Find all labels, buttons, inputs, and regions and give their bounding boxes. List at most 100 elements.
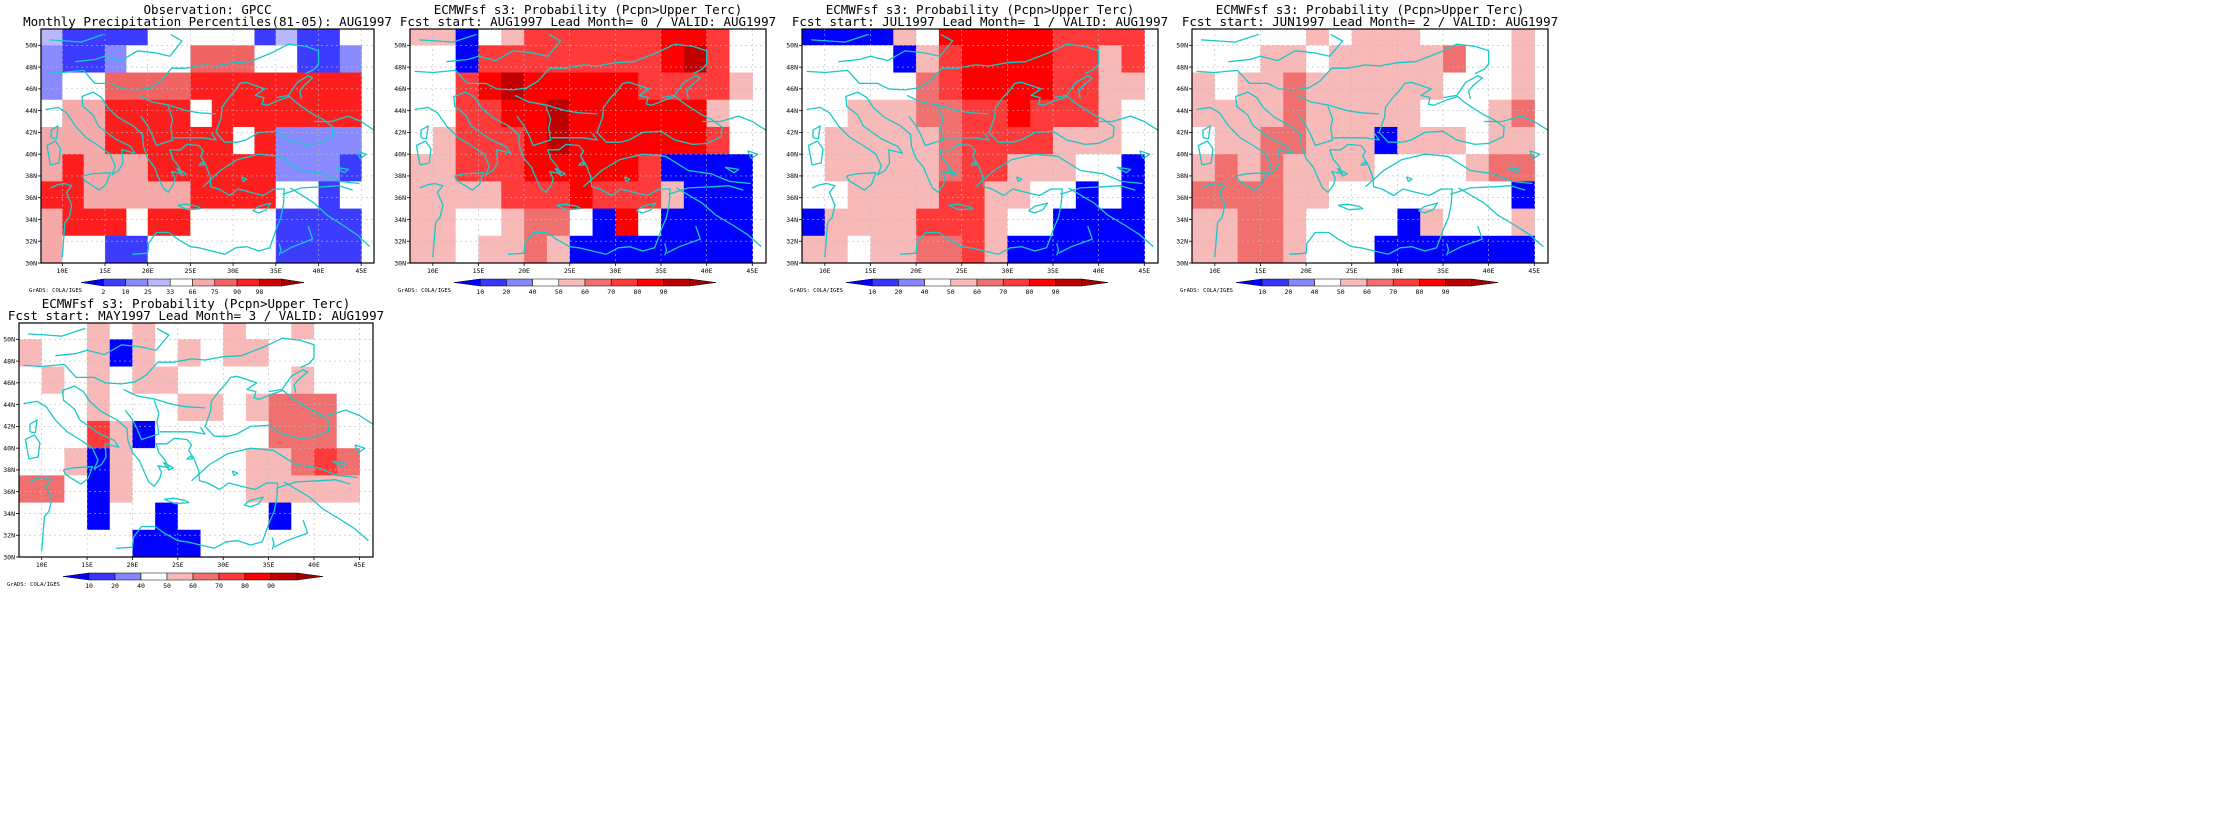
grid-cell [1443,154,1467,182]
grid-cell [275,72,298,101]
colorbar-swatch [532,278,560,287]
map-area [802,29,1158,263]
grid-cell [638,45,662,74]
colorbar-swatch [924,278,952,287]
coastline [138,94,217,115]
colorbar-swatch [558,278,586,287]
grid-cell [478,235,502,263]
coastline [943,133,990,141]
grid-cell [1397,72,1421,101]
coastline [243,496,264,508]
grid-cell [410,99,434,128]
grid-cell [223,529,247,557]
grid-cell [291,339,315,368]
coastline [838,33,954,63]
grid-cell [870,235,894,263]
grid-cell [1260,72,1284,101]
grid-cell [1374,72,1398,101]
grid-cell [268,448,292,476]
grid-cell [802,126,826,155]
grid-cell [291,502,315,531]
grid-cell [478,72,502,101]
x-tick-label: 40E [701,267,713,275]
map-frame [18,322,374,558]
coastline [1298,106,1334,147]
grid-cell [524,154,548,182]
grid-cell [524,126,548,155]
colorbar-swatch [1029,278,1056,287]
grid-cell [1306,154,1330,182]
grid-cell [245,448,270,476]
x-tick-label: 15E [1255,267,1267,275]
grid-cell [729,45,753,74]
grid-cell [41,235,63,263]
grid-cell [318,181,341,210]
grid-cell [1007,29,1031,46]
coastline [807,140,824,166]
grid-cell [1007,72,1031,101]
grid-cell [546,126,571,155]
colorbar-swatch [125,278,149,287]
grid-cell [87,529,111,557]
grid-cell [109,448,134,476]
grid-cell [339,154,362,182]
grid-cell [683,29,708,46]
grid-cell [546,99,571,128]
grid-cell [83,99,106,128]
panel-title: Observation: GPCC [144,2,272,17]
grid-cell [132,529,156,557]
grid-cell [729,154,753,182]
grid-cell [147,126,170,155]
grid-cell [1397,29,1421,46]
grid-cell [916,45,940,74]
grid-cell [1121,126,1145,155]
grid-cell [1098,181,1123,210]
grid-cell [245,475,270,504]
grid-cell [432,126,457,155]
grid-cell [1283,154,1307,182]
grid-cell [1075,154,1100,182]
grid-cell [41,154,63,182]
coastline [49,33,104,43]
grid-cell [1351,126,1376,155]
grid-cell [802,208,826,237]
x-tick-label: 30E [1002,267,1014,275]
grid-cell [802,29,826,46]
grid-cell [661,72,685,101]
grid-cell [478,29,502,46]
grid-cell [245,366,270,395]
grid-cell [916,208,940,237]
grid-cell [1465,29,1490,46]
coastline [414,43,708,91]
grid-cell [847,181,872,210]
colorbar-label: 40 [137,582,145,590]
grid-cell [275,29,298,46]
grid-cell [87,420,111,449]
panel-subtitle: Fcst start: JUN1997 Lead Month= 2 / VALI… [1182,14,1558,29]
y-tick-label: 38N [1176,172,1188,180]
coastline [177,203,202,211]
coastline [974,153,1143,188]
grid-cell [200,339,224,368]
grid-cell [1397,208,1421,237]
grid-cell [223,448,247,476]
grid-cell [1351,235,1376,263]
grid-cell [410,235,434,263]
y-tick-label: 48N [786,63,798,71]
coastline [275,479,351,490]
grid-cell [546,181,571,210]
colorbar-swatch [218,572,246,581]
grid-cell [105,154,127,182]
grid-cell [432,181,457,210]
grid-cell [1030,126,1054,155]
grid-cell [569,181,594,210]
colorbar-swatch [1392,278,1420,287]
colorbar-label: 60 [1363,288,1371,296]
grid-cell [1443,72,1467,101]
grid-cell [1121,72,1145,101]
colorbar-label: 50 [555,288,563,296]
coastline [1450,185,1526,196]
grid-cell [233,99,256,128]
grid-cell [62,208,85,237]
colorbar-swatch [1340,278,1368,287]
